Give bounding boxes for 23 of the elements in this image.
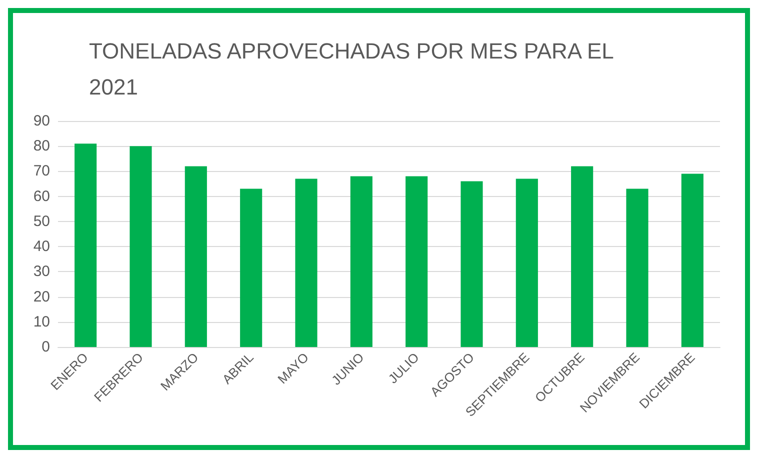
bar — [130, 146, 152, 347]
y-tick-label: 80 — [33, 138, 50, 155]
chart-title: TONELADAS APROVECHADAS POR MES PARA EL 2021 — [89, 38, 620, 100]
y-tick-label: 90 — [33, 112, 50, 130]
bar — [406, 176, 428, 347]
y-tick-label: 60 — [33, 188, 50, 205]
bar — [240, 188, 262, 347]
bar — [184, 166, 207, 347]
bar — [516, 178, 538, 347]
bar — [571, 166, 594, 347]
y-tick-label: 0 — [42, 338, 50, 356]
y-tick-label: 10 — [33, 313, 50, 330]
y-tick-label: 30 — [33, 263, 50, 280]
bar — [295, 178, 318, 347]
bar — [74, 144, 97, 347]
y-tick-label: 50 — [33, 212, 50, 230]
bar — [681, 174, 704, 347]
y-tick-label: 20 — [33, 288, 50, 306]
bar — [350, 176, 372, 347]
bar — [626, 188, 648, 347]
bar — [460, 181, 483, 347]
y-tick-label: 40 — [33, 238, 50, 256]
y-tick-label: 70 — [33, 162, 50, 180]
